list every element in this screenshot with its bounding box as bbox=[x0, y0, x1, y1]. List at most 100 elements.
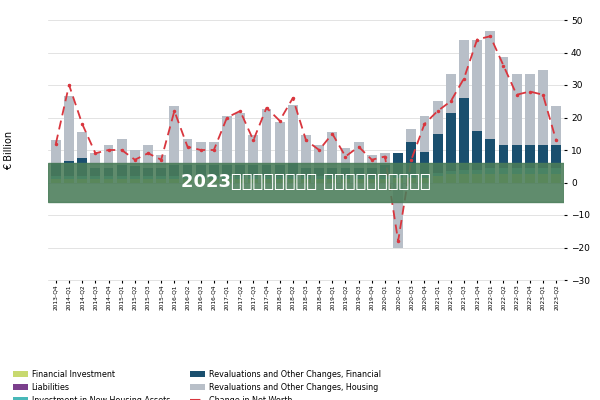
Bar bbox=[328, 132, 337, 168]
Bar bbox=[419, 178, 430, 182]
Bar bbox=[130, 176, 140, 179]
Bar bbox=[64, 96, 74, 161]
Bar bbox=[525, 174, 535, 182]
Bar bbox=[130, 166, 140, 176]
Bar bbox=[182, 176, 193, 179]
Bar bbox=[262, 176, 271, 179]
Bar bbox=[485, 174, 495, 182]
Bar bbox=[156, 168, 166, 176]
Bar bbox=[367, 179, 377, 182]
Bar bbox=[77, 179, 87, 182]
Bar bbox=[485, 139, 495, 168]
Bar bbox=[406, 178, 416, 182]
Bar bbox=[301, 168, 311, 176]
Bar bbox=[77, 132, 87, 158]
Bar bbox=[91, 179, 100, 182]
Bar bbox=[275, 176, 284, 179]
Bar bbox=[301, 176, 311, 179]
Bar bbox=[130, 150, 140, 166]
Bar bbox=[314, 168, 324, 176]
Bar bbox=[196, 165, 206, 176]
Bar bbox=[235, 113, 245, 165]
Bar bbox=[262, 109, 271, 165]
Bar bbox=[182, 139, 193, 165]
Bar bbox=[512, 174, 521, 182]
Bar bbox=[393, 153, 403, 174]
Bar bbox=[262, 179, 271, 182]
Bar bbox=[406, 174, 416, 178]
Bar bbox=[367, 155, 377, 168]
Bar bbox=[499, 174, 508, 182]
Bar bbox=[104, 176, 113, 179]
Bar bbox=[117, 179, 127, 182]
Bar bbox=[328, 168, 337, 176]
Bar bbox=[499, 145, 508, 168]
Bar bbox=[117, 165, 127, 176]
Bar bbox=[314, 145, 324, 168]
Bar bbox=[209, 165, 219, 176]
Text: 2023十大股票配资平台 澳门火锅加盟详情攻略: 2023十大股票配资平台 澳门火锅加盟详情攻略 bbox=[181, 174, 431, 192]
Bar bbox=[117, 139, 127, 165]
Bar bbox=[419, 174, 430, 178]
Bar bbox=[433, 173, 443, 176]
Bar bbox=[459, 98, 469, 170]
Bar bbox=[209, 179, 219, 182]
Bar bbox=[459, 170, 469, 174]
Bar bbox=[169, 165, 179, 176]
Bar bbox=[393, 174, 403, 178]
Bar bbox=[380, 176, 390, 179]
Bar bbox=[275, 179, 284, 182]
Bar bbox=[169, 179, 179, 182]
Bar bbox=[104, 145, 113, 168]
Bar bbox=[551, 168, 561, 174]
Bar bbox=[288, 104, 298, 163]
Bar bbox=[143, 168, 153, 176]
Bar bbox=[169, 106, 179, 165]
Bar bbox=[196, 176, 206, 179]
Bar bbox=[341, 179, 350, 182]
Bar bbox=[538, 145, 548, 168]
Bar bbox=[91, 153, 100, 168]
Bar bbox=[143, 176, 153, 179]
Bar bbox=[525, 74, 535, 145]
Bar bbox=[314, 179, 324, 182]
Bar bbox=[393, 178, 403, 182]
Bar bbox=[551, 106, 561, 145]
Bar bbox=[143, 179, 153, 182]
Bar bbox=[525, 145, 535, 168]
Bar bbox=[196, 142, 206, 165]
Bar bbox=[143, 145, 153, 168]
Bar bbox=[288, 179, 298, 182]
Bar bbox=[446, 171, 456, 174]
Bar bbox=[196, 179, 206, 182]
Bar bbox=[406, 142, 416, 174]
Bar bbox=[328, 176, 337, 179]
Bar bbox=[472, 170, 482, 174]
Bar bbox=[222, 165, 232, 176]
Bar bbox=[459, 174, 469, 182]
Bar bbox=[512, 168, 521, 174]
Bar bbox=[525, 168, 535, 174]
Bar bbox=[262, 165, 271, 176]
Bar bbox=[472, 174, 482, 182]
Bar bbox=[275, 122, 284, 165]
Bar bbox=[459, 40, 469, 98]
Bar bbox=[314, 176, 324, 179]
Bar bbox=[433, 134, 443, 173]
Bar bbox=[380, 165, 390, 176]
Bar bbox=[446, 74, 456, 113]
Bar bbox=[222, 179, 232, 182]
Bar bbox=[538, 168, 548, 174]
Bar bbox=[130, 179, 140, 182]
Bar bbox=[51, 176, 61, 179]
Bar bbox=[301, 135, 311, 168]
Bar bbox=[64, 161, 74, 176]
Bar bbox=[182, 179, 193, 182]
Bar bbox=[393, 182, 403, 248]
Bar bbox=[156, 155, 166, 168]
Bar bbox=[341, 168, 350, 176]
Bar bbox=[248, 176, 258, 179]
Bar bbox=[222, 176, 232, 179]
Bar bbox=[446, 174, 456, 182]
Bar bbox=[117, 176, 127, 179]
